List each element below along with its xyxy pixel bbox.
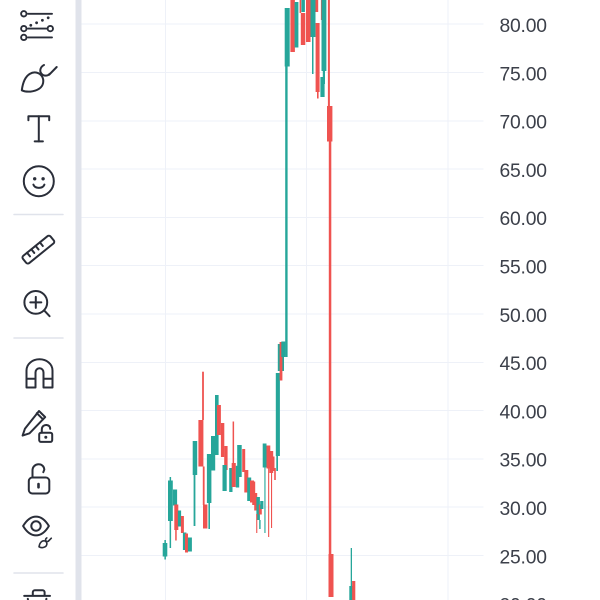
svg-text:65.00: 65.00 (500, 161, 547, 182)
svg-text:80.00: 80.00 (500, 16, 547, 37)
svg-text:60.00: 60.00 (500, 209, 547, 230)
svg-text:45.00: 45.00 (500, 354, 547, 375)
svg-text:50.00: 50.00 (500, 306, 547, 327)
svg-text:40.00: 40.00 (500, 402, 547, 423)
svg-text:20.00: 20.00 (500, 596, 547, 600)
svg-text:25.00: 25.00 (500, 547, 547, 568)
svg-text:30.00: 30.00 (500, 499, 547, 520)
svg-text:70.00: 70.00 (500, 113, 547, 134)
svg-text:55.00: 55.00 (500, 258, 547, 279)
svg-text:35.00: 35.00 (500, 451, 547, 472)
svg-text:75.00: 75.00 (500, 64, 547, 85)
